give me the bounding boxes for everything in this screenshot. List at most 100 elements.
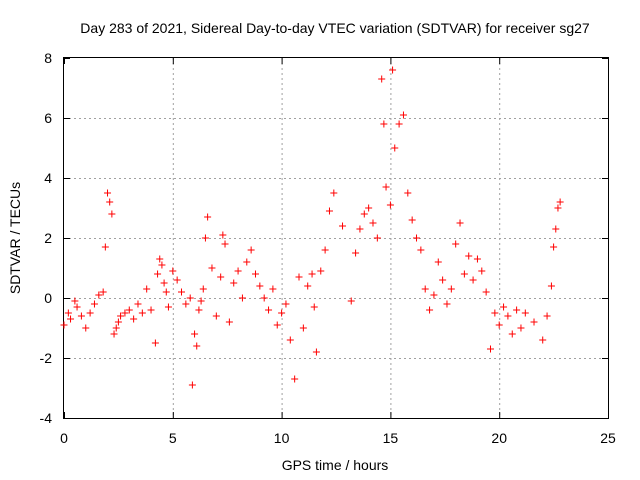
data-point xyxy=(99,288,107,296)
data-point xyxy=(110,330,118,338)
data-point xyxy=(539,336,547,344)
data-point xyxy=(162,288,170,296)
y-tick-label: 4 xyxy=(44,170,52,186)
data-point xyxy=(347,297,355,305)
data-point xyxy=(443,300,451,308)
data-point xyxy=(221,240,229,248)
data-point xyxy=(273,321,281,329)
data-point xyxy=(408,216,416,224)
data-point xyxy=(234,267,242,275)
data-point xyxy=(491,309,499,317)
data-point xyxy=(460,270,468,278)
data-point xyxy=(188,381,196,389)
y-axis-label: SDTVAR / TECUs xyxy=(7,182,23,294)
data-point xyxy=(504,312,512,320)
data-point xyxy=(199,285,207,293)
data-point xyxy=(77,312,85,320)
data-point xyxy=(121,309,129,317)
data-point xyxy=(434,258,442,266)
x-tick-label: 15 xyxy=(383,430,399,446)
y-tick-label: -4 xyxy=(40,410,53,426)
data-point xyxy=(173,276,181,284)
data-point xyxy=(73,303,81,311)
data-point xyxy=(312,348,320,356)
data-point xyxy=(482,288,490,296)
data-point xyxy=(473,255,481,263)
grid xyxy=(64,58,608,418)
data-point xyxy=(517,324,525,332)
y-axis: -4 -2 0 2 4 6 8 xyxy=(40,50,608,426)
data-point xyxy=(550,243,558,251)
data-point xyxy=(108,210,116,218)
data-point xyxy=(201,234,209,242)
data-point xyxy=(104,189,112,197)
data-point xyxy=(95,291,103,299)
data-point xyxy=(251,270,259,278)
data-point xyxy=(486,345,494,353)
data-point xyxy=(554,204,562,212)
data-point xyxy=(404,189,412,197)
data-point xyxy=(339,222,347,230)
data-point xyxy=(417,246,425,254)
data-point xyxy=(508,330,516,338)
data-point xyxy=(134,300,142,308)
data-point xyxy=(212,312,220,320)
x-tick-label: 25 xyxy=(600,430,616,446)
data-point xyxy=(530,318,538,326)
data-point xyxy=(247,246,255,254)
data-point xyxy=(101,243,109,251)
data-point xyxy=(217,273,225,281)
x-tick-label: 5 xyxy=(169,430,177,446)
data-point xyxy=(164,303,172,311)
data-points xyxy=(60,66,564,389)
data-point xyxy=(304,282,312,290)
data-point xyxy=(286,336,294,344)
data-point xyxy=(191,330,199,338)
data-point xyxy=(143,285,151,293)
data-point xyxy=(151,339,159,347)
data-point xyxy=(556,198,564,206)
data-point xyxy=(147,306,155,314)
data-point xyxy=(197,297,205,305)
data-point xyxy=(112,324,120,332)
data-point xyxy=(193,342,201,350)
data-point xyxy=(225,318,233,326)
data-point xyxy=(465,252,473,260)
data-point xyxy=(352,249,360,257)
data-point xyxy=(439,276,447,284)
x-tick-label: 0 xyxy=(60,430,68,446)
data-point xyxy=(430,291,438,299)
data-point xyxy=(156,255,164,263)
data-point xyxy=(130,315,138,323)
data-point xyxy=(265,306,273,314)
y-tick-label: 0 xyxy=(44,290,52,306)
data-point xyxy=(325,207,333,215)
data-point xyxy=(456,219,464,227)
data-point xyxy=(447,285,455,293)
data-point xyxy=(389,66,397,74)
x-tick-label: 20 xyxy=(491,430,507,446)
data-point xyxy=(369,219,377,227)
data-point xyxy=(365,204,373,212)
data-point xyxy=(399,111,407,119)
data-point xyxy=(386,201,394,209)
data-point xyxy=(158,261,166,269)
data-point xyxy=(356,225,364,233)
data-point xyxy=(547,282,555,290)
data-point xyxy=(380,120,388,128)
data-point xyxy=(138,309,146,317)
data-point xyxy=(90,300,98,308)
data-point xyxy=(495,321,503,329)
data-point xyxy=(291,375,299,383)
data-point xyxy=(195,306,203,314)
data-point xyxy=(106,198,114,206)
data-point xyxy=(60,321,68,329)
data-point xyxy=(478,267,486,275)
y-tick-label: 8 xyxy=(44,50,52,66)
data-point xyxy=(178,288,186,296)
data-point xyxy=(382,183,390,191)
data-point xyxy=(86,309,94,317)
data-point xyxy=(169,267,177,275)
plot-frame xyxy=(63,57,609,419)
